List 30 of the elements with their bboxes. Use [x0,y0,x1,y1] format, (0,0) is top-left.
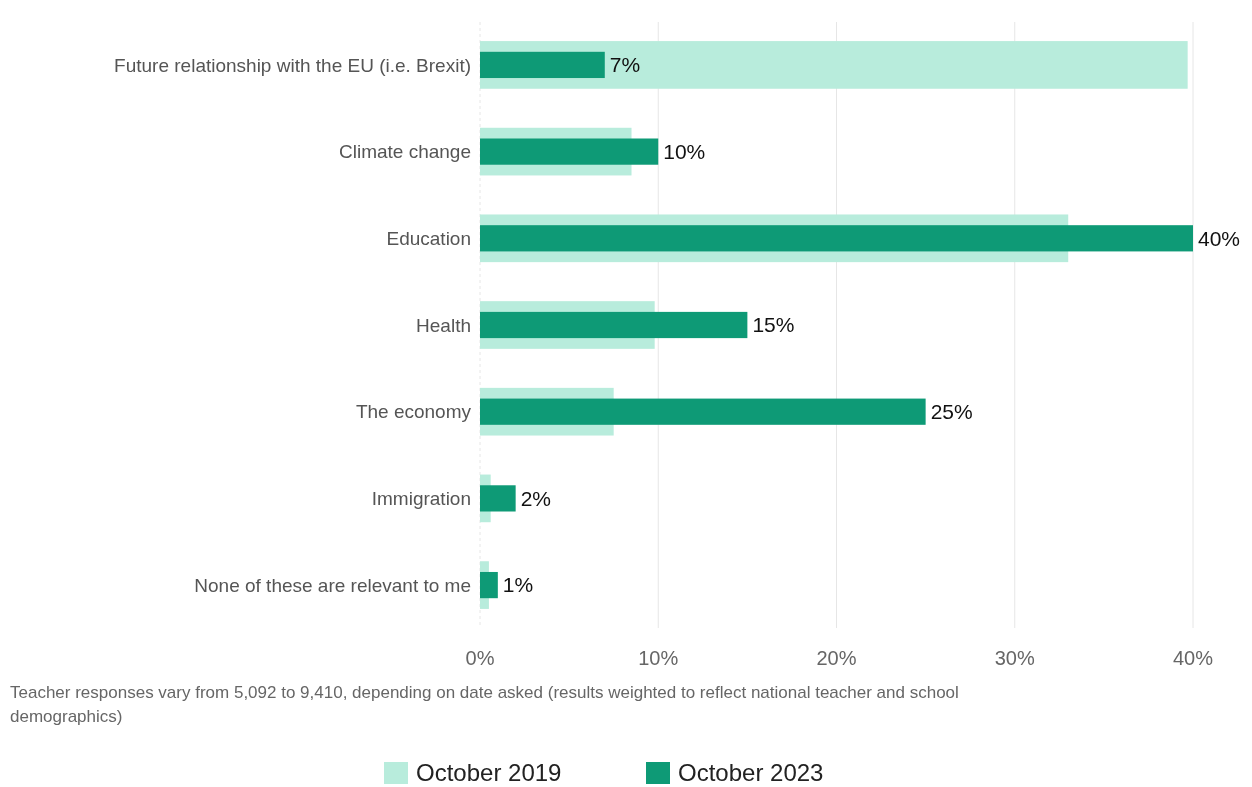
y-tick-label: Future relationship with the EU (i.e. Brexit) [114,54,471,76]
data-label: 7% [609,53,641,77]
data-label: 1% [502,573,534,597]
text: Teacher responses vary from 5,092 to 9,410, depending on date asked (results weighted to reflect national teacher and school demographics) [10,683,959,726]
y-tick-label: The economy [355,401,472,423]
legend-label: October 2023 [678,759,824,787]
legend-label: October 2019 [416,759,562,787]
y-tick-label: Climate change [338,141,471,163]
bar [480,138,659,165]
x-tick-label: 40% [1172,647,1214,669]
data-label: 2% [520,486,552,510]
y-tick-label: None of these are relevant to me [194,574,471,596]
x-tick-label: 10% [638,647,679,669]
bar [480,41,1188,89]
y-tick-label: Education [386,227,471,249]
data-label: 10% [663,139,706,163]
bar [480,398,926,425]
x-tick-label: 0% [465,647,495,669]
y-tick-label: Health [416,314,471,336]
x-tick-label: 20% [816,647,857,669]
data-label: 40% [1198,226,1241,250]
bar [480,311,748,339]
data-label: 25% [930,400,973,424]
x-tick-label: 30% [994,647,1035,669]
bar [480,51,605,79]
y-tick-label: Immigration [371,488,471,510]
data-label: 15% [752,313,795,337]
bar [480,485,516,512]
bar [480,571,498,599]
bar [480,225,1193,252]
